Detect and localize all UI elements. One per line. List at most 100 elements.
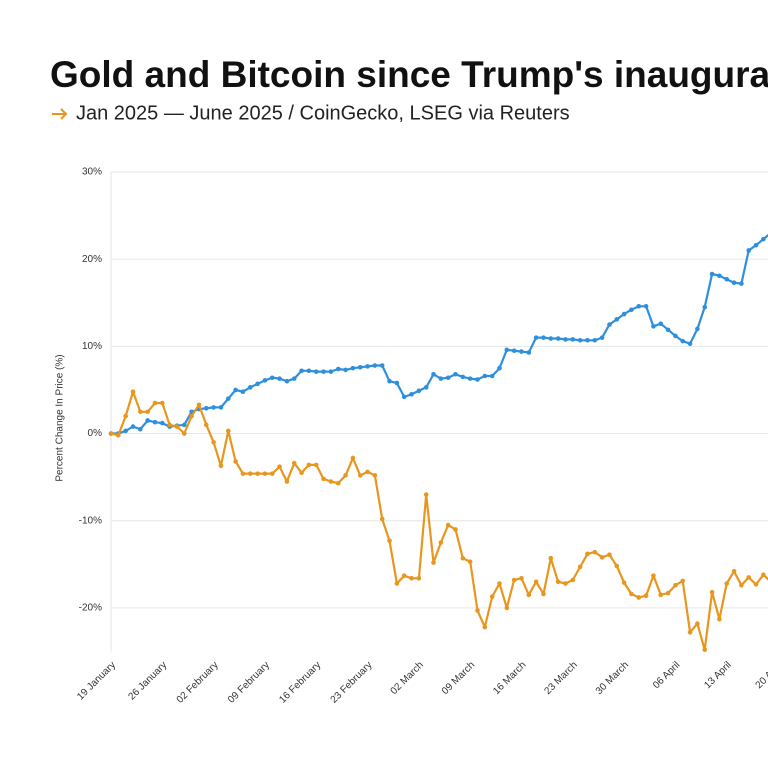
y-axis-label: Percent Change In Price (%)	[55, 354, 66, 481]
data-point	[225, 396, 231, 401]
data-point	[328, 369, 334, 374]
data-point	[753, 582, 759, 587]
data-point	[702, 304, 708, 310]
data-point	[182, 431, 187, 436]
data-point	[592, 549, 598, 555]
data-point	[138, 426, 143, 432]
data-point	[321, 476, 326, 482]
data-point	[746, 575, 752, 580]
data-point	[160, 420, 165, 426]
data-point	[460, 374, 466, 380]
data-point	[394, 581, 400, 586]
x-tick-label: 26 January	[127, 660, 170, 703]
data-point	[394, 380, 400, 386]
data-point	[365, 469, 370, 475]
data-point	[306, 462, 312, 468]
data-point	[343, 367, 348, 373]
data-point	[599, 335, 605, 340]
data-point	[695, 621, 700, 626]
x-tick-label: 30 March	[594, 660, 631, 697]
data-point	[379, 516, 385, 522]
data-point	[761, 236, 766, 242]
data-point	[401, 394, 407, 400]
data-point	[643, 303, 649, 309]
data-point	[453, 527, 458, 532]
data-point	[328, 479, 334, 484]
data-point	[541, 335, 546, 340]
data-point	[629, 591, 634, 597]
data-point	[335, 480, 341, 486]
data-point	[489, 373, 495, 379]
data-point	[299, 368, 304, 374]
data-point	[563, 581, 568, 586]
data-point	[533, 579, 539, 585]
data-point	[145, 418, 150, 423]
data-point	[123, 413, 128, 419]
data-point	[306, 368, 312, 374]
data-point	[416, 575, 422, 581]
data-point	[299, 470, 304, 476]
data-point	[431, 371, 436, 377]
data-point	[313, 462, 319, 468]
x-tick-label: 02 March	[389, 660, 426, 697]
data-point	[665, 590, 671, 596]
data-point	[167, 422, 172, 428]
data-point	[262, 378, 268, 383]
data-point	[108, 431, 114, 436]
data-point	[717, 616, 722, 622]
data-point	[438, 376, 444, 381]
data-point	[423, 492, 429, 497]
data-point	[643, 593, 649, 599]
data-point	[607, 322, 612, 327]
data-point	[467, 559, 473, 565]
data-point	[196, 402, 202, 408]
data-point	[233, 459, 238, 464]
data-point	[379, 363, 385, 368]
data-point	[174, 424, 180, 429]
data-point	[409, 392, 414, 397]
data-point	[687, 341, 693, 347]
data-point	[335, 366, 341, 372]
x-tick-label: 19 January	[75, 660, 118, 703]
x-tick-label: 16 March	[491, 660, 528, 697]
data-point	[423, 385, 429, 390]
data-point	[291, 376, 297, 381]
data-point	[482, 624, 488, 630]
data-point	[709, 589, 715, 595]
data-point	[739, 582, 744, 588]
data-point	[636, 595, 642, 600]
x-tick-label: 06 April	[651, 660, 682, 691]
data-point	[629, 307, 634, 313]
data-point	[240, 471, 246, 476]
data-point	[548, 555, 554, 561]
data-point	[321, 369, 326, 374]
data-point	[548, 336, 554, 341]
data-point	[255, 381, 260, 387]
data-point	[614, 317, 620, 322]
data-point	[343, 473, 348, 478]
data-point	[599, 555, 605, 560]
data-point	[621, 311, 627, 317]
data-point	[475, 608, 480, 613]
data-point	[614, 563, 620, 569]
series	[108, 233, 768, 436]
data-point	[585, 337, 590, 343]
data-point	[592, 337, 598, 343]
data-point	[130, 424, 136, 429]
data-point	[731, 280, 737, 286]
data-point	[519, 575, 524, 581]
x-tick-label: 09 March	[440, 660, 477, 697]
data-point	[431, 560, 436, 565]
data-point	[511, 348, 517, 354]
data-point	[577, 564, 583, 570]
data-point	[247, 385, 253, 390]
data-point	[365, 364, 370, 369]
x-tick-label: 13 April	[702, 660, 733, 691]
data-point	[438, 540, 444, 545]
data-point	[504, 347, 510, 353]
data-point	[570, 577, 576, 583]
data-point	[269, 471, 275, 476]
data-point	[497, 581, 502, 586]
data-point	[526, 350, 532, 355]
